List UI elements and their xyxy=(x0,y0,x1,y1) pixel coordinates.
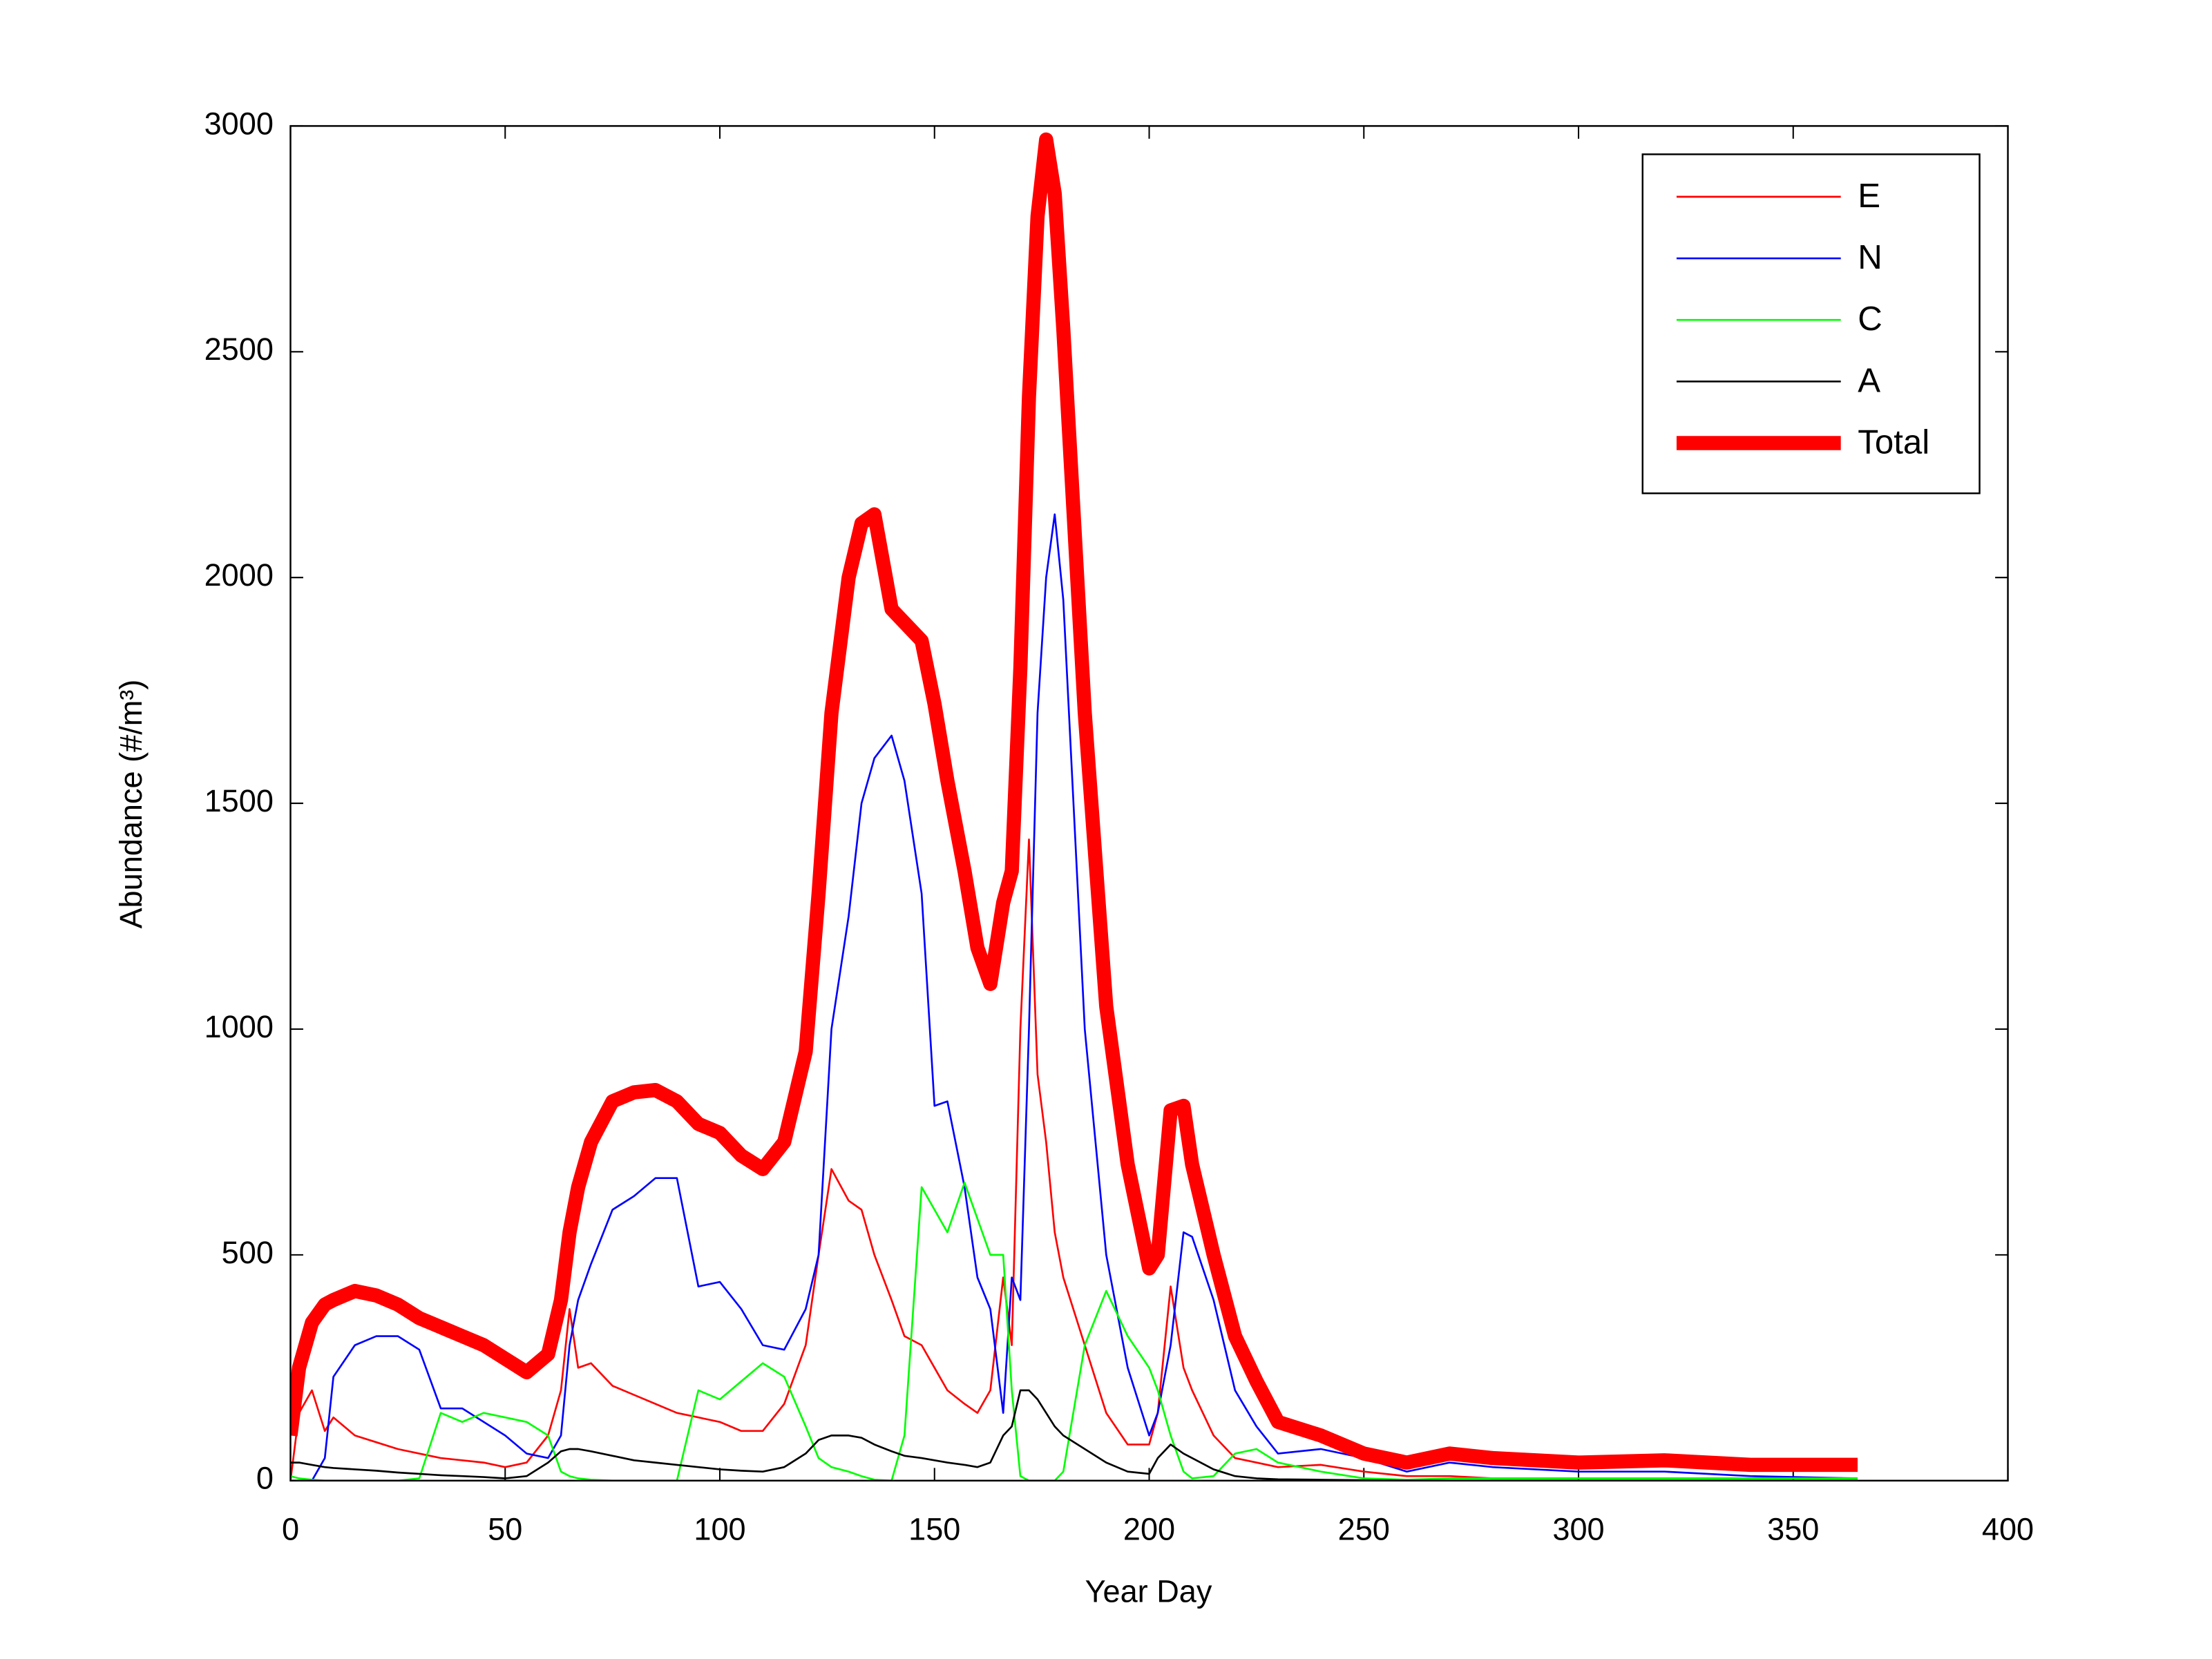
series-line xyxy=(290,1181,1858,1481)
y-tick-label: 500 xyxy=(222,1235,274,1270)
y-tick-label: 2500 xyxy=(204,332,274,367)
x-tick-label: 200 xyxy=(1123,1511,1175,1546)
plot-frame xyxy=(289,125,2009,1481)
legend-label: A xyxy=(1858,361,1880,399)
x-axis-label: Year Day xyxy=(1085,1574,1212,1609)
x-tick-label: 350 xyxy=(1767,1511,1819,1546)
y-tick-label: 1500 xyxy=(204,783,274,818)
legend-label: N xyxy=(1858,238,1882,276)
x-tick-label: 50 xyxy=(488,1511,522,1546)
x-tick-label: 400 xyxy=(1982,1511,2034,1546)
x-tick-label: 0 xyxy=(282,1511,299,1546)
x-tick-label: 300 xyxy=(1552,1511,1604,1546)
x-tick-label: 250 xyxy=(1338,1511,1390,1546)
series-line xyxy=(290,1389,1858,1481)
x-tick-label: 150 xyxy=(908,1511,960,1546)
y-tick-label: 0 xyxy=(256,1461,274,1496)
y-axis-label: Abundance (#/m³) xyxy=(113,680,149,929)
series-line xyxy=(290,838,1858,1481)
y-tick-label: 3000 xyxy=(204,106,274,141)
x-tick-label: 100 xyxy=(694,1511,745,1546)
series-line xyxy=(290,132,1858,1473)
legend-label: Total xyxy=(1858,423,1929,461)
legend-label: E xyxy=(1858,177,1880,215)
y-tick-label: 2000 xyxy=(204,557,274,593)
legend-label: C xyxy=(1858,300,1882,338)
y-tick-label: 1000 xyxy=(204,1009,274,1044)
series-line xyxy=(290,513,1858,1481)
